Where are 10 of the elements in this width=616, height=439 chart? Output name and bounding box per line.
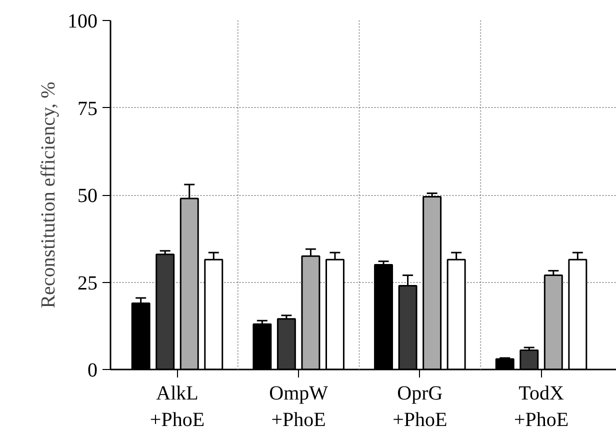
y-tick-label: 0	[88, 360, 98, 382]
x-tick-label: AlkL +PhoE	[150, 382, 205, 431]
y-axis-title: Reconstitution efficiency, %	[38, 82, 60, 308]
y-tick-label: 100	[68, 10, 98, 32]
y-tick-label: 25	[78, 272, 98, 294]
y-tick-label: 75	[78, 98, 98, 120]
x-tick-label: OmpW +PhoE	[269, 382, 328, 431]
x-tick-label: OprG +PhoE	[392, 382, 448, 431]
x-tick-label: TodX +PhoE	[514, 382, 569, 431]
y-tick-label: 50	[78, 185, 98, 207]
